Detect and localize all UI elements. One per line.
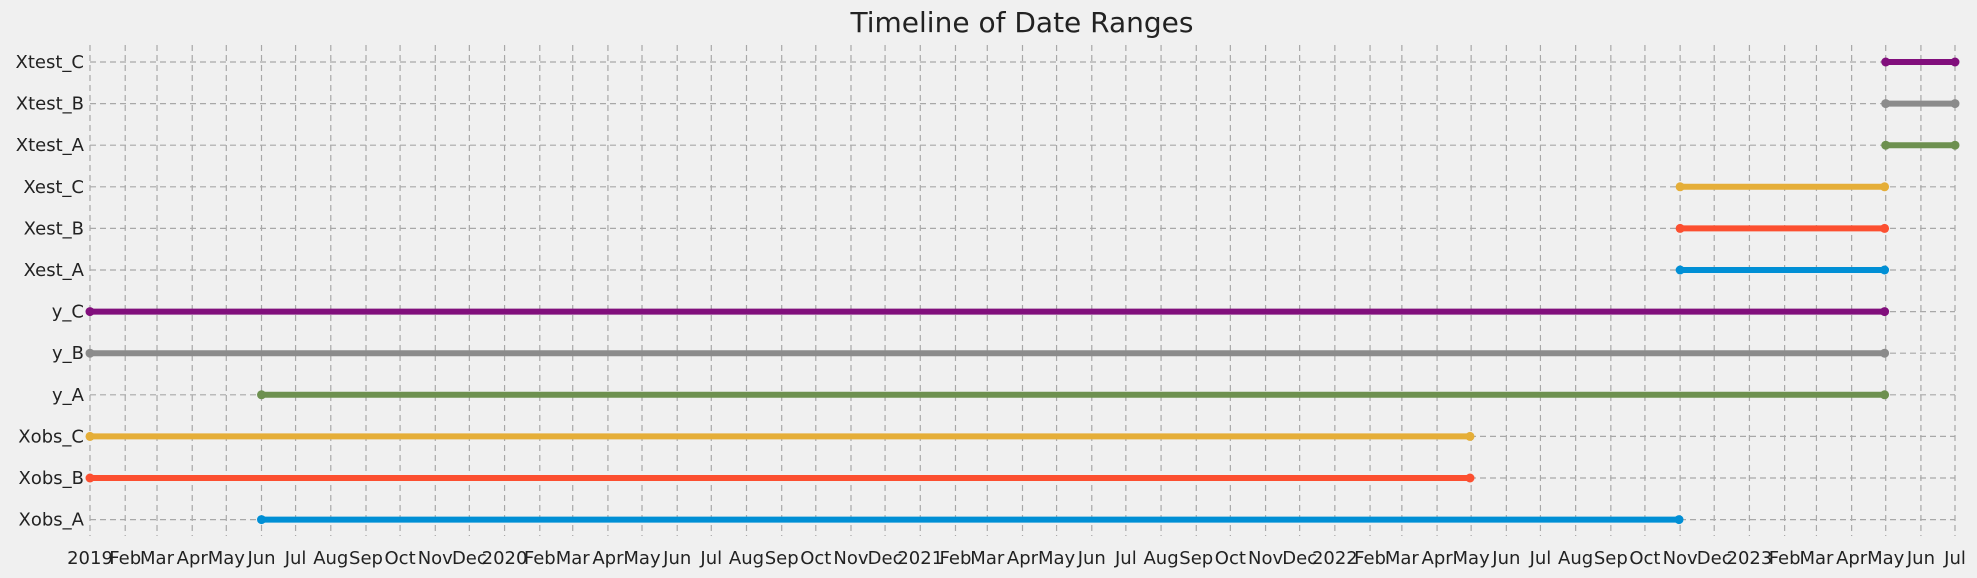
x-tick-label: Mar — [1385, 548, 1420, 569]
x-tick-label: Apr — [1836, 548, 1868, 569]
series-end-marker-y_A — [1880, 390, 1890, 400]
x-tick-label: Mar — [970, 548, 1005, 569]
x-tick-label: 2020 — [482, 548, 528, 569]
x-tick-label: Oct — [1629, 548, 1660, 569]
x-tick-label: Sep — [765, 548, 799, 569]
x-tick-label: Nov — [418, 548, 453, 569]
x-tick-label: 2022 — [1312, 548, 1358, 569]
x-tick-label: 2019 — [67, 548, 113, 569]
y-tick-label: Xtest_C — [16, 52, 84, 73]
x-tick-label: Oct — [1215, 548, 1246, 569]
series-start-marker-Xtest_C — [1881, 57, 1891, 67]
x-tick-label: Sep — [1179, 548, 1213, 569]
series-end-marker-Xobs_B — [1465, 473, 1475, 483]
series-start-marker-y_A — [257, 390, 267, 400]
series-end-marker-Xtest_C — [1950, 57, 1960, 67]
y-tick-label: Xobs_A — [19, 510, 85, 531]
x-tick-label: Jun — [1077, 548, 1106, 569]
x-tick-label: Dec — [452, 548, 487, 569]
series-end-marker-Xest_B — [1880, 223, 1890, 233]
y-tick-labels: Xobs_A Xobs_B Xobs_C y_A y_B y_C Xest_A Xest_B X… — [16, 52, 85, 531]
x-tick-label: Jun — [246, 548, 275, 569]
x-tick-label: Nov — [1663, 548, 1698, 569]
y-tick-label: Xobs_B — [19, 468, 85, 489]
x-tick-label: Feb — [524, 548, 556, 569]
x-tick-label: Jun — [1906, 548, 1935, 569]
series-end-marker-Xest_A — [1880, 265, 1890, 275]
x-tick-label: Jun — [1491, 548, 1520, 569]
x-tick-label: Jun — [662, 548, 691, 569]
series-start-marker-Xtest_B — [1881, 99, 1891, 109]
x-tick-label: Apr — [1007, 548, 1039, 569]
x-tick-label: May — [623, 548, 661, 569]
x-tick-label: Aug — [1558, 548, 1593, 569]
x-tick-label: Sep — [349, 548, 383, 569]
x-tick-label: Apr — [592, 548, 624, 569]
x-tick-label: Dec — [1282, 548, 1317, 569]
y-tick-label: Xest_B — [24, 218, 84, 239]
x-tick-label: Nov — [833, 548, 868, 569]
x-tick-label: May — [1453, 548, 1491, 569]
x-tick-label: May — [1867, 548, 1905, 569]
series-start-marker-Xest_B — [1675, 223, 1685, 233]
series-end-marker-Xobs_C — [1465, 431, 1475, 441]
x-tick-label: Jul — [1529, 548, 1552, 569]
chart-title: Timeline of Date Ranges — [850, 6, 1194, 39]
x-tick-label: May — [208, 548, 246, 569]
y-tick-label: Xtest_A — [16, 135, 85, 156]
y-tick-label: Xest_C — [23, 177, 84, 198]
y-tick-label: Xtest_B — [16, 94, 84, 115]
series-end-marker-Xobs_A — [1674, 515, 1684, 525]
x-tick-label: May — [1038, 548, 1076, 569]
y-tick-label: y_C — [52, 302, 84, 323]
x-tick-label: Mar — [556, 548, 591, 569]
x-tick-label: Feb — [1769, 548, 1801, 569]
series-start-marker-Xest_A — [1675, 265, 1685, 275]
series-start-marker-Xobs_A — [257, 515, 267, 525]
series-end-marker-Xest_C — [1880, 182, 1890, 192]
y-tick-label: y_B — [52, 343, 84, 364]
x-tick-label: 2023 — [1727, 548, 1773, 569]
series-start-marker-y_C — [85, 307, 95, 317]
series-end-marker-y_C — [1880, 307, 1890, 317]
series-start-marker-Xest_C — [1675, 182, 1685, 192]
x-tick-label: Apr — [177, 548, 209, 569]
x-tick-label: Sep — [1594, 548, 1628, 569]
x-tick-label: Apr — [1422, 548, 1454, 569]
series-end-marker-Xtest_B — [1950, 99, 1960, 109]
x-tick-label: Mar — [140, 548, 175, 569]
series-start-marker-Xobs_B — [85, 473, 95, 483]
x-tick-label: Dec — [1697, 548, 1732, 569]
y-tick-label: Xest_A — [24, 260, 85, 281]
series-end-marker-Xtest_A — [1950, 140, 1960, 150]
y-tick-label: y_A — [52, 385, 85, 406]
x-tick-label: Feb — [109, 548, 141, 569]
x-tick-label: Oct — [385, 548, 416, 569]
y-tick-label: Xobs_C — [18, 426, 84, 447]
series-start-marker-Xtest_A — [1881, 140, 1891, 150]
series-end-marker-y_B — [1880, 348, 1890, 358]
series-start-marker-Xobs_C — [85, 431, 95, 441]
x-tick-label: Dec — [868, 548, 903, 569]
x-tick-label: Jul — [1114, 548, 1137, 569]
x-tick-label: Jul — [284, 548, 307, 569]
x-tick-label: Feb — [940, 548, 972, 569]
series-start-marker-y_B — [85, 348, 95, 358]
x-tick-label: Jul — [699, 548, 722, 569]
x-tick-label: Aug — [313, 548, 348, 569]
x-tick-label: Mar — [1799, 548, 1834, 569]
x-tick-label: Jul — [1943, 548, 1966, 569]
x-tick-label: Nov — [1248, 548, 1283, 569]
x-tick-label: 2021 — [897, 548, 943, 569]
x-tick-label: Oct — [800, 548, 831, 569]
x-tick-label: Feb — [1354, 548, 1386, 569]
series-layer — [85, 57, 1960, 525]
x-tick-label: Aug — [1143, 548, 1178, 569]
x-tick-label: Aug — [729, 548, 764, 569]
